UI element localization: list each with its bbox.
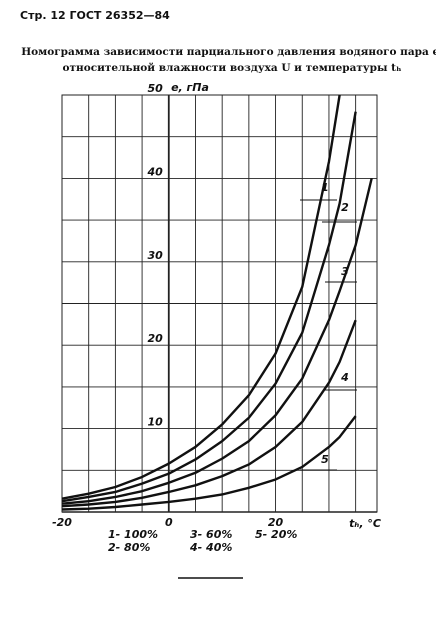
curve-label: 5 (321, 453, 329, 466)
curve (61, 415, 357, 511)
legend-label: 4- 40% (189, 541, 232, 554)
y-tick-label: 20 (147, 332, 163, 345)
y-tick-label: 30 (147, 249, 163, 262)
legend-label: 3- 60% (190, 528, 232, 541)
legend-label: 5- 20% (255, 528, 297, 541)
plot-frame (61, 94, 378, 513)
chart-title: относительной влажности воздуха U и темп… (63, 62, 402, 74)
curve-label: 1 (321, 181, 329, 194)
curve (61, 94, 341, 500)
curve-label: 3 (341, 265, 349, 278)
legend-label: 1- 100% (108, 528, 158, 541)
x-tick-label: 20 (268, 516, 284, 529)
x-tick-label: 0 (165, 516, 173, 529)
y-tick-label: 40 (146, 165, 163, 178)
x-axis-label: tₕ, °C (349, 517, 381, 530)
curve (61, 319, 357, 508)
chart-title: Номограмма зависимости парциального давл… (21, 46, 436, 58)
page-header: Стр. 12 ГОСТ 26352—84 (20, 9, 170, 22)
y-tick-label: 50 (147, 82, 163, 95)
curve (61, 178, 373, 505)
curve-label: 4 (340, 371, 349, 384)
curve (61, 111, 357, 503)
x-tick-label: -20 (52, 516, 72, 529)
curve-label: 2 (341, 201, 349, 214)
legend-label: 2- 80% (108, 541, 150, 554)
y-tick-label: 10 (147, 416, 163, 429)
y-axis-label: e, гПа (171, 81, 209, 94)
